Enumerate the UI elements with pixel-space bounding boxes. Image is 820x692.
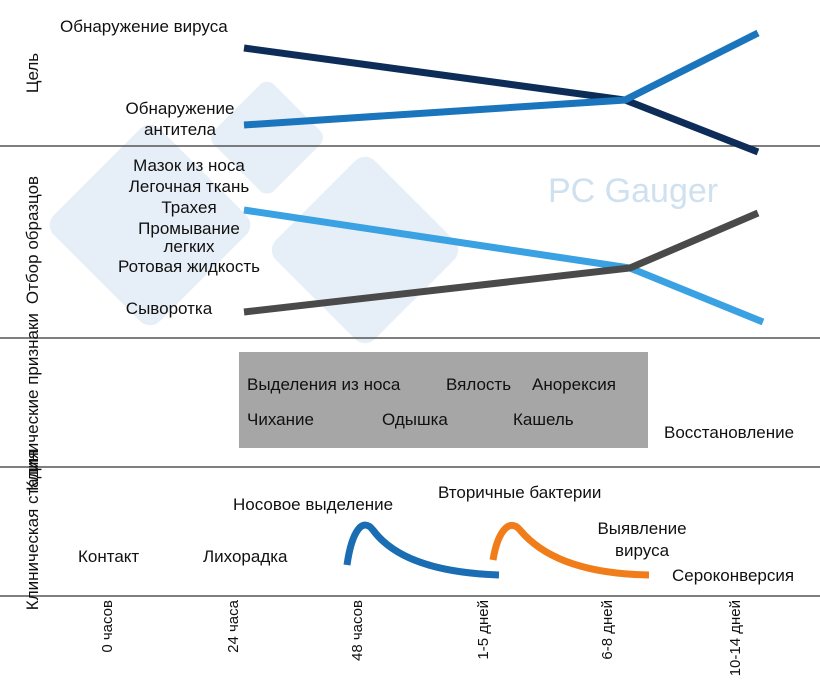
sign-dyspnea: Одышка — [382, 410, 448, 429]
tick-10-14d: 10-14 дней — [727, 600, 744, 676]
sign-anorexia: Анорексия — [532, 375, 616, 394]
sign-nasal-discharge: Выделения из носа — [247, 375, 401, 394]
row-label-clinical-stage: Клиническая стадия — [23, 450, 42, 610]
stage-virus-detection-2: вируса — [615, 541, 670, 560]
label-lavage-1: Промывание — [138, 219, 240, 238]
sign-cough: Кашель — [513, 410, 574, 429]
stage-contact: Контакт — [78, 547, 139, 566]
stage-curve-blue — [343, 521, 500, 579]
label-lung-tissue: Легочная ткань — [129, 177, 250, 196]
sign-recovery: Восстановление — [664, 423, 794, 442]
stage-nasal-discharge: Носовое выделение — [233, 495, 393, 514]
label-lavage-2: легких — [163, 237, 215, 256]
stage-seroconversion: Сероконверсия — [672, 566, 794, 585]
antibody-detection-line — [243, 29, 760, 129]
serum-line — [243, 209, 760, 316]
clinical-signs-box — [239, 352, 648, 448]
label-serum: Сыворотка — [126, 299, 213, 318]
label-nasal-swab: Мазок из носа — [133, 156, 245, 175]
watermark-diamond-left — [49, 124, 251, 326]
label-antibody-detection-2: антитела — [144, 120, 217, 139]
row-label-goal: Цель — [23, 53, 42, 93]
label-trachea: Трахея — [161, 198, 216, 217]
stage-fever: Лихорадка — [203, 547, 288, 566]
stage-secondary-bacteria: Вторичные бактерии — [438, 483, 601, 502]
tick-48h: 48 часов — [349, 600, 366, 661]
watermark-text: PC Gauger — [548, 172, 718, 210]
stage-curve-orange — [489, 521, 650, 579]
sign-lethargy: Вялость — [446, 375, 511, 394]
stage-virus-detection-1: Выявление — [597, 519, 686, 538]
tick-0h: 0 часов — [99, 600, 116, 653]
label-virus-detection: Обнаружение вируса — [60, 17, 228, 36]
row-label-clinical-signs: Клинические признаки — [23, 313, 42, 491]
tick-6-8d: 6-8 дней — [599, 600, 616, 660]
watermark: PC Gauger — [49, 81, 718, 344]
row-label-sampling: Отбор образцов — [23, 176, 42, 304]
watermark-diamond-right — [271, 156, 459, 344]
sign-sneezing: Чихание — [247, 410, 314, 429]
label-oral-fluid: Ротовая жидкость — [118, 257, 260, 276]
label-antibody-detection-1: Обнаружение — [126, 99, 235, 118]
tick-24h: 24 часа — [225, 599, 242, 653]
watermark-diamond-small — [211, 81, 323, 194]
tick-1-5d: 1-5 дней — [475, 600, 492, 660]
